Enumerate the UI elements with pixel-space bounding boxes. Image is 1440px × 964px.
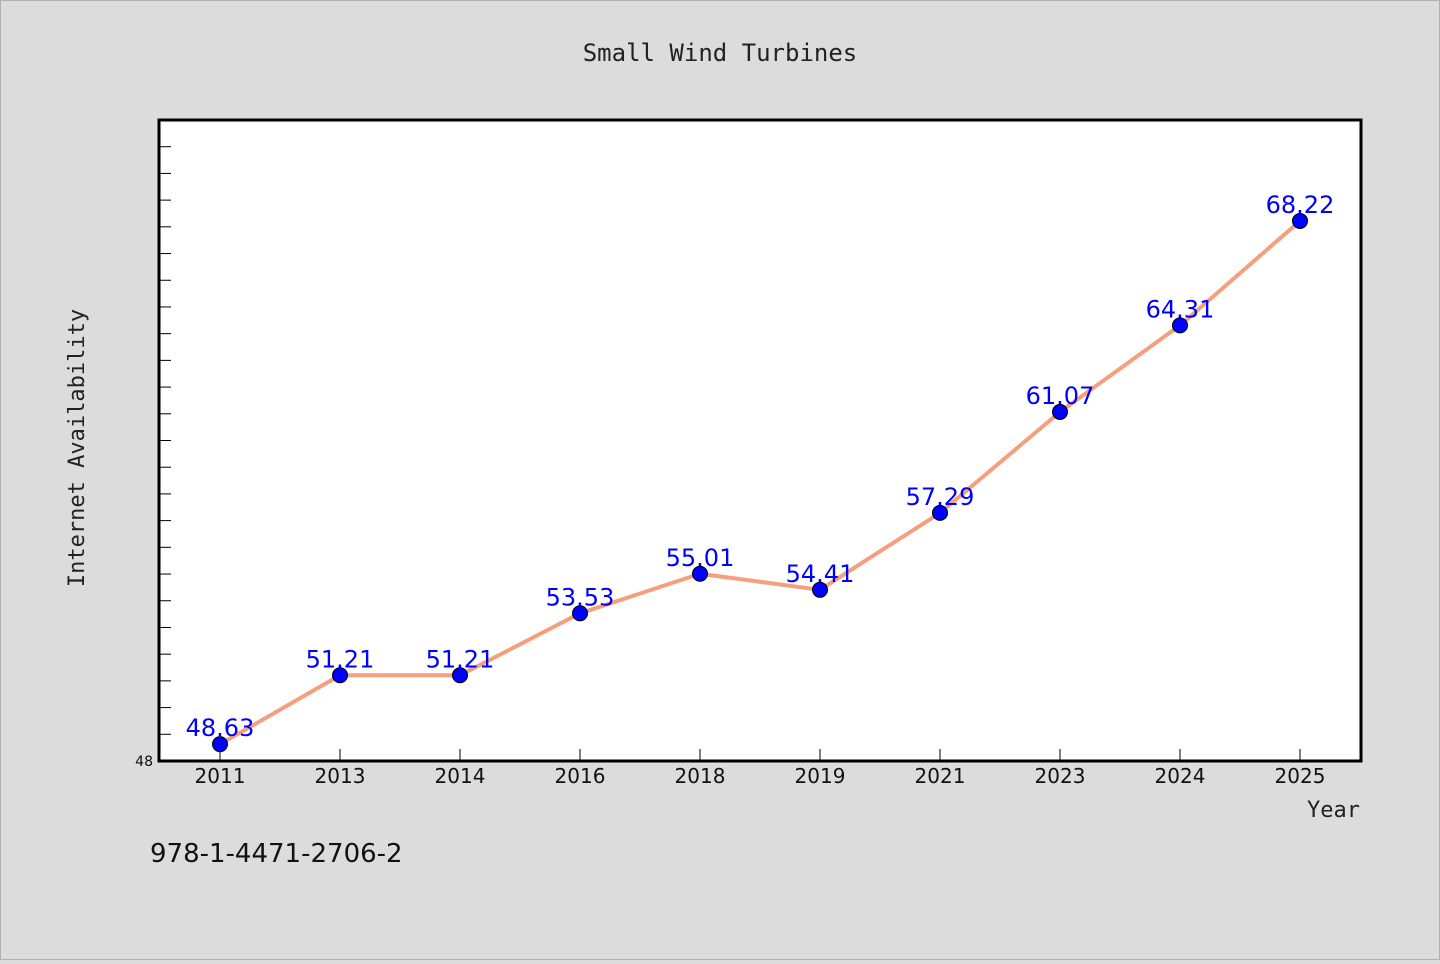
footer-isbn: 978-1-4471-2706-2 xyxy=(150,839,403,869)
data-point xyxy=(1172,317,1188,334)
x-tick-label: 2014 xyxy=(435,764,486,788)
x-tick-label: 2011 xyxy=(195,764,246,788)
data-label: 53.53 xyxy=(546,583,615,611)
data-point xyxy=(932,504,948,521)
data-point xyxy=(452,667,468,684)
x-tick-label: 2023 xyxy=(1035,764,1086,788)
data-point xyxy=(572,605,588,622)
data-label: 61.07 xyxy=(1026,382,1095,410)
data-point xyxy=(692,565,708,582)
data-point xyxy=(1052,403,1068,420)
x-tick-label: 2013 xyxy=(315,764,366,788)
data-point xyxy=(212,736,228,753)
data-label: 68.22 xyxy=(1266,191,1335,219)
series-line xyxy=(219,219,1302,746)
markers-group xyxy=(212,212,1308,753)
data-labels-group: 48.63 51.21 51.21 53.53 55.01 54.41 57.29 61.07… xyxy=(186,191,1335,742)
data-label: 51.21 xyxy=(306,645,375,673)
x-axis-label: Year xyxy=(1307,798,1360,823)
x-tick-label: 2019 xyxy=(795,764,846,788)
x-tick-labels-group: 2011 2013 2014 2016 2018 2019 2021 2023 2024 2025 xyxy=(195,764,1326,788)
x-tick-label: 2024 xyxy=(1155,764,1206,788)
y-axis-label: Internet Availability xyxy=(65,309,90,587)
data-point xyxy=(332,667,348,684)
data-label: 57.29 xyxy=(906,483,975,511)
data-label: 55.01 xyxy=(666,544,735,572)
x-tick-label: 2018 xyxy=(675,764,726,788)
chart-title: Small Wind Turbines xyxy=(583,39,858,67)
x-tick-label: 2016 xyxy=(555,764,606,788)
y-tick-label: 48 xyxy=(135,754,153,770)
data-point xyxy=(812,581,828,598)
y-tick-labels-group: 48 xyxy=(135,754,153,770)
x-tick-label: 2021 xyxy=(915,764,966,788)
x-tick-label: 2025 xyxy=(1275,764,1326,788)
plot-area xyxy=(157,118,1363,763)
series-line-group xyxy=(219,219,1302,746)
data-label: 64.31 xyxy=(1146,295,1215,323)
y-minor-ticks xyxy=(159,146,171,762)
data-label: 48.63 xyxy=(186,714,255,742)
data-label: 54.41 xyxy=(786,560,855,588)
data-point xyxy=(1292,212,1308,229)
data-label: 51.21 xyxy=(426,645,495,673)
